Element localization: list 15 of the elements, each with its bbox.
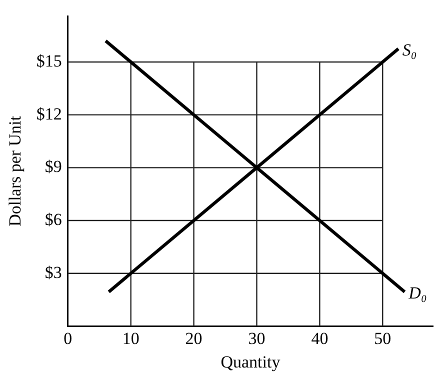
y-tick-label: $3	[44, 262, 62, 282]
x-tick-label: 50	[374, 328, 392, 348]
series-label: D₀	[408, 283, 427, 302]
y-axis-title: Dollars per Unit	[6, 116, 25, 226]
x-axis-title: Quantity	[220, 352, 281, 372]
y-tick-label: $9	[44, 157, 62, 176]
x-tick-label: 40	[311, 328, 328, 348]
y-tick-label: $12	[36, 104, 62, 124]
y-tick-label: $6	[44, 210, 62, 229]
x-tick-label: 0	[64, 328, 72, 348]
x-tick-label: 30	[248, 328, 266, 348]
series-label: S₀	[402, 40, 417, 60]
x-tick-label: 20	[185, 328, 202, 348]
y-tick-label: $15	[36, 51, 62, 70]
x-tick-label: 10	[122, 328, 140, 348]
